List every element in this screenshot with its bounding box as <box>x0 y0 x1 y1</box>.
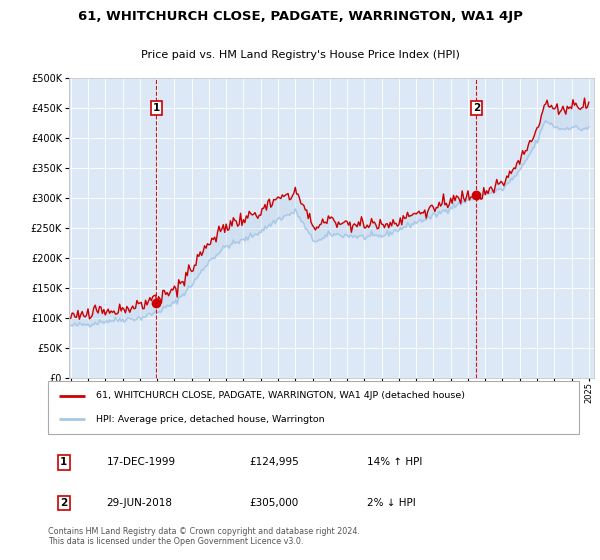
FancyBboxPatch shape <box>48 381 579 434</box>
Text: 29-JUN-2018: 29-JUN-2018 <box>106 498 172 508</box>
Text: 61, WHITCHURCH CLOSE, PADGATE, WARRINGTON, WA1 4JP (detached house): 61, WHITCHURCH CLOSE, PADGATE, WARRINGTO… <box>96 391 465 400</box>
Text: 2% ↓ HPI: 2% ↓ HPI <box>367 498 415 508</box>
Text: 17-DEC-1999: 17-DEC-1999 <box>106 458 176 468</box>
Text: £124,995: £124,995 <box>250 458 299 468</box>
Text: 2: 2 <box>61 498 68 508</box>
Text: 14% ↑ HPI: 14% ↑ HPI <box>367 458 422 468</box>
Text: Price paid vs. HM Land Registry's House Price Index (HPI): Price paid vs. HM Land Registry's House … <box>140 50 460 59</box>
Text: 1: 1 <box>153 104 160 113</box>
Text: HPI: Average price, detached house, Warrington: HPI: Average price, detached house, Warr… <box>96 414 325 423</box>
Text: 61, WHITCHURCH CLOSE, PADGATE, WARRINGTON, WA1 4JP: 61, WHITCHURCH CLOSE, PADGATE, WARRINGTO… <box>77 10 523 22</box>
Text: 1: 1 <box>61 458 68 468</box>
Text: Contains HM Land Registry data © Crown copyright and database right 2024.
This d: Contains HM Land Registry data © Crown c… <box>48 526 360 546</box>
Text: 2: 2 <box>473 104 480 113</box>
Text: £305,000: £305,000 <box>250 498 299 508</box>
